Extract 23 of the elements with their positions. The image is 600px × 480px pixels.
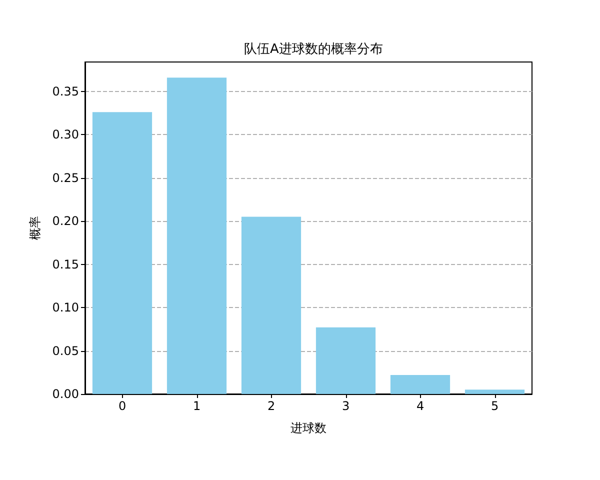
x-axis-title: 进球数: [290, 421, 326, 435]
x-tick-label: 0: [118, 399, 126, 413]
x-tick-label: 4: [416, 399, 424, 413]
x-tick-label: 5: [490, 399, 499, 413]
chart-title: 队伍A进球数的概率分布: [244, 41, 383, 57]
bar: [390, 374, 450, 394]
y-tick-label: 0.05: [52, 344, 79, 358]
x-tick-label: 3: [342, 399, 350, 413]
y-tick-label: 0.35: [52, 84, 79, 98]
y-axis-title: 概率: [28, 216, 42, 240]
bar: [241, 216, 302, 394]
y-tick-label: 0.15: [52, 257, 79, 272]
x-tick-label: 1: [192, 399, 201, 413]
y-tick-label: 0.30: [52, 128, 79, 142]
y-tick-label: 0.25: [52, 170, 79, 185]
bar: [464, 390, 525, 394]
bar: [316, 327, 376, 394]
x-tick-label: 2: [267, 399, 276, 413]
bar: [166, 78, 227, 394]
bar: [92, 112, 152, 394]
y-tick-label: 0.00: [52, 387, 79, 401]
y-tick-label: 0.20: [52, 214, 79, 228]
y-tick-label: 0.10: [52, 300, 79, 315]
